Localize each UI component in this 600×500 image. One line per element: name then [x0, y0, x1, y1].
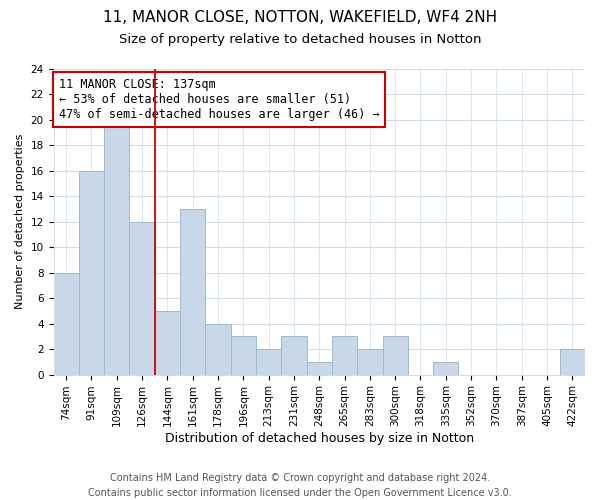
Bar: [256, 349, 281, 374]
Bar: [230, 336, 256, 374]
Bar: [560, 349, 585, 374]
Bar: [180, 209, 205, 374]
Bar: [383, 336, 408, 374]
Text: Size of property relative to detached houses in Notton: Size of property relative to detached ho…: [119, 32, 481, 46]
Text: Contains HM Land Registry data © Crown copyright and database right 2024.
Contai: Contains HM Land Registry data © Crown c…: [88, 472, 512, 498]
Bar: [104, 120, 130, 374]
Bar: [53, 272, 79, 374]
Bar: [281, 336, 307, 374]
X-axis label: Distribution of detached houses by size in Notton: Distribution of detached houses by size …: [165, 432, 474, 445]
Text: 11 MANOR CLOSE: 137sqm
← 53% of detached houses are smaller (51)
47% of semi-det: 11 MANOR CLOSE: 137sqm ← 53% of detached…: [59, 78, 379, 121]
Bar: [205, 324, 230, 374]
Bar: [130, 222, 155, 374]
Bar: [155, 311, 180, 374]
Y-axis label: Number of detached properties: Number of detached properties: [15, 134, 25, 310]
Text: 11, MANOR CLOSE, NOTTON, WAKEFIELD, WF4 2NH: 11, MANOR CLOSE, NOTTON, WAKEFIELD, WF4 …: [103, 10, 497, 25]
Bar: [332, 336, 357, 374]
Bar: [433, 362, 458, 374]
Bar: [357, 349, 383, 374]
Bar: [307, 362, 332, 374]
Bar: [79, 171, 104, 374]
